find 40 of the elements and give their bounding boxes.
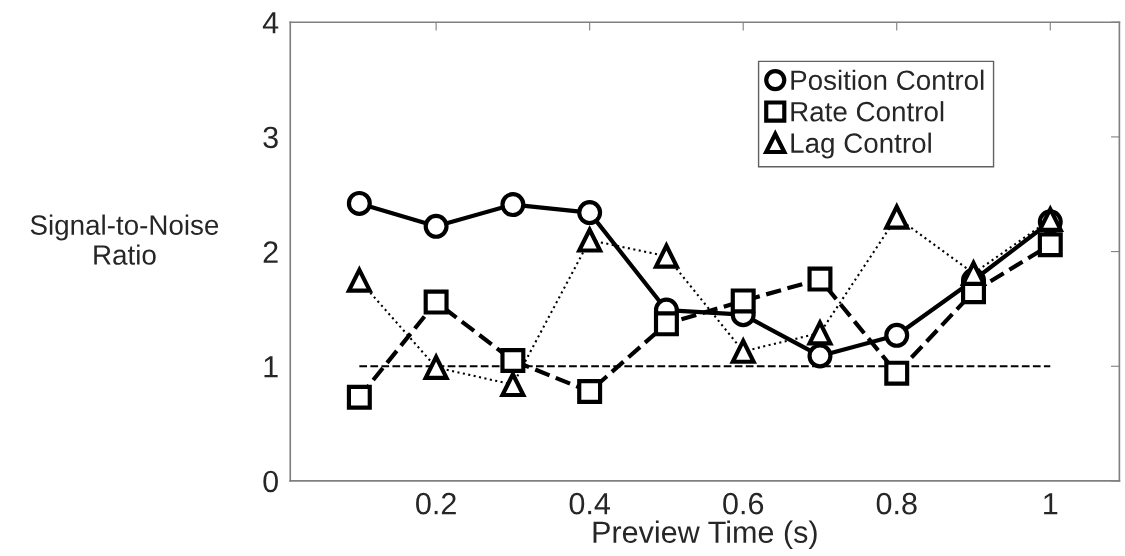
- point: [576, 225, 604, 253]
- point: [577, 378, 603, 404]
- y-tick-label: 4: [262, 12, 279, 34]
- x-tick-label: 0.8: [876, 492, 917, 515]
- point: [500, 372, 526, 398]
- y-tick-label: 3: [263, 126, 278, 149]
- point: [884, 360, 910, 386]
- legend-label: Lag Control: [791, 132, 931, 159]
- point: [423, 213, 449, 239]
- point: [346, 190, 372, 216]
- point: [730, 288, 756, 314]
- point: [807, 266, 833, 292]
- point: [652, 241, 681, 269]
- x-tick-label: 0.6: [723, 492, 764, 515]
- point: [959, 258, 988, 286]
- point: [577, 200, 603, 226]
- point: [423, 289, 449, 315]
- x-tick-label: 1: [1044, 493, 1058, 515]
- point: [806, 318, 834, 346]
- y-tick-label: 0: [263, 470, 278, 493]
- point: [729, 336, 757, 364]
- legend-label: Position Control: [791, 69, 984, 91]
- point: [500, 192, 526, 218]
- y-axis-title: Signal-to-Noise Ratio: [30, 214, 219, 265]
- point: [346, 384, 372, 410]
- point: [500, 348, 526, 374]
- point: [884, 322, 910, 348]
- point: [1037, 232, 1063, 258]
- x-tick-label: 0.4: [569, 492, 610, 515]
- x-tick-label: 0.2: [416, 492, 456, 515]
- legend-label: Rate Control: [791, 101, 944, 122]
- point: [422, 352, 450, 380]
- point: [345, 265, 373, 293]
- y-tick-label: 2: [263, 241, 278, 263]
- point: [883, 202, 911, 230]
- point: [1037, 204, 1064, 232]
- point: [807, 343, 833, 369]
- y-tick-label: 1: [264, 356, 278, 378]
- point: [653, 311, 679, 337]
- x-axis-title: Preview Time (s): [593, 520, 817, 549]
